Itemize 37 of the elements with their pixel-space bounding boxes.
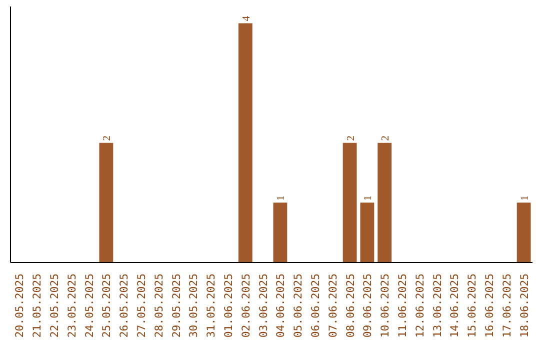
- x-tick-label: 25.05.2025: [100, 274, 114, 338]
- x-tick-label: 28.05.2025: [152, 274, 166, 338]
- x-tick-label: 14.06.2025: [448, 274, 462, 338]
- x-tick-label: 06.06.2025: [309, 274, 322, 338]
- x-tick-label: 23.05.2025: [65, 274, 78, 338]
- x-tick-label: 30.05.2025: [187, 274, 200, 338]
- x-tick-label: 27.05.2025: [135, 274, 148, 338]
- x-tick-label: 31.05.2025: [204, 274, 218, 338]
- x-tick-label: 29.05.2025: [170, 274, 183, 338]
- x-tick-label: 09.06.2025: [361, 274, 374, 338]
- data-label: 4: [241, 15, 252, 22]
- x-tick-label: 13.06.2025: [430, 274, 444, 338]
- data-label: 1: [276, 195, 288, 201]
- x-tick-label: 17.06.2025: [500, 274, 514, 338]
- data-label: 2: [346, 136, 357, 141]
- x-tick-label: 26.05.2025: [118, 274, 131, 338]
- x-tick-label: 18.06.2025: [518, 274, 531, 338]
- data-label: 1: [520, 195, 531, 201]
- x-tick-label: 22.05.2025: [48, 274, 61, 338]
- x-tick-label: 08.06.2025: [344, 274, 357, 338]
- x-tick-label: 16.06.2025: [483, 274, 496, 338]
- x-tick-label: 10.06.2025: [378, 274, 392, 338]
- x-tick-label: 04.06.2025: [274, 274, 288, 338]
- x-tick-label: 07.06.2025: [326, 274, 340, 338]
- x-tick-label: 11.06.2025: [396, 274, 409, 338]
- x-tick-label: 01.06.2025: [222, 274, 235, 338]
- x-tick-label: 12.06.2025: [413, 274, 426, 338]
- x-tick-label: 20.05.2025: [13, 274, 26, 338]
- data-label: 2: [102, 136, 114, 141]
- x-tick-label: 24.05.2025: [82, 274, 96, 338]
- x-tick-label: 15.06.2025: [466, 274, 479, 338]
- x-tick-label: 02.06.2025: [239, 274, 252, 338]
- x-tick-label: 05.06.2025: [292, 274, 305, 338]
- data-label: 1: [363, 195, 374, 201]
- x-tick-label: 21.05.2025: [30, 274, 44, 338]
- data-label: 2: [380, 136, 392, 141]
- x-tick-label: 03.06.2025: [256, 274, 270, 338]
